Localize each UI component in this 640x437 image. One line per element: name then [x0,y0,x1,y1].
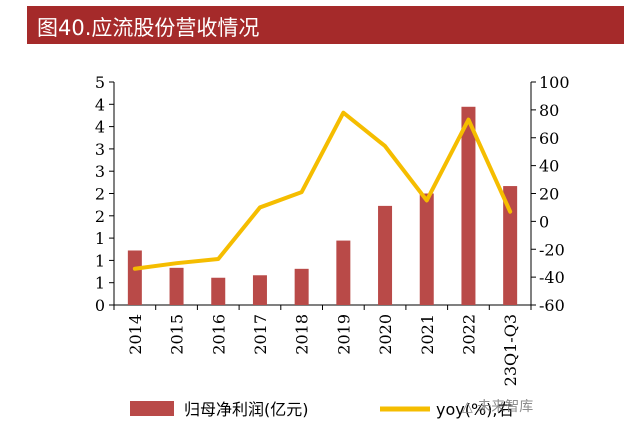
x-tick-label: 2022 [459,314,478,355]
x-tick-label: 2015 [168,314,187,355]
bar [336,240,351,305]
x-tick-label: 2020 [376,314,395,355]
bar [252,275,267,305]
x-tick-label: 23Q1-Q3 [501,314,520,386]
right-tick-label: 20 [539,185,559,204]
left-tick-label: 4 [95,118,105,137]
x-tick-label: 2021 [418,314,437,355]
right-tick-label: 60 [539,129,559,148]
bar [169,267,184,305]
yoy-line [132,110,513,271]
left-tick-label: 1 [95,251,105,270]
title-bar: 图40.应流股份营收情况 [27,6,624,44]
bar [294,268,309,305]
x-tick-label: 2017 [251,314,270,355]
right-tick-label: -20 [539,240,565,259]
x-tick-label: 2014 [126,314,145,355]
left-tick-label: 5 [95,73,105,92]
bar [127,250,142,305]
left-tick-label: 4 [95,95,105,114]
left-tick-label: 0 [95,296,105,315]
bar [378,205,393,305]
left-tick-label: 2 [95,207,105,226]
x-tick-label: 2016 [209,314,228,355]
right-tick-label: 80 [539,101,559,120]
bar [461,106,476,306]
bar [503,186,518,305]
left-tick-label: 3 [95,162,105,181]
x-tick-label: 2018 [293,314,312,355]
watermark: △ 未来智库 [462,399,534,415]
legend-swatch-bar [130,401,174,416]
left-tick-label: 1 [95,274,105,293]
right-tick-label: 40 [539,157,559,176]
left-tick-label: 3 [95,140,105,159]
page-title: 图40.应流股份营收情况 [37,16,260,40]
left-tick-label: 2 [95,185,105,204]
left-tick-label: 1 [95,229,105,248]
right-tick-label: -60 [539,296,565,315]
legend-label-line: yoy(%),右 [436,400,514,419]
right-tick-label: 100 [539,73,570,92]
x-tick-label: 2019 [334,314,353,355]
right-tick-label: -40 [539,268,565,287]
bar [419,193,434,305]
right-tick-label: 0 [539,212,549,231]
legend-label-bar: 归母净利润(亿元) [184,400,309,419]
bar [211,277,226,305]
